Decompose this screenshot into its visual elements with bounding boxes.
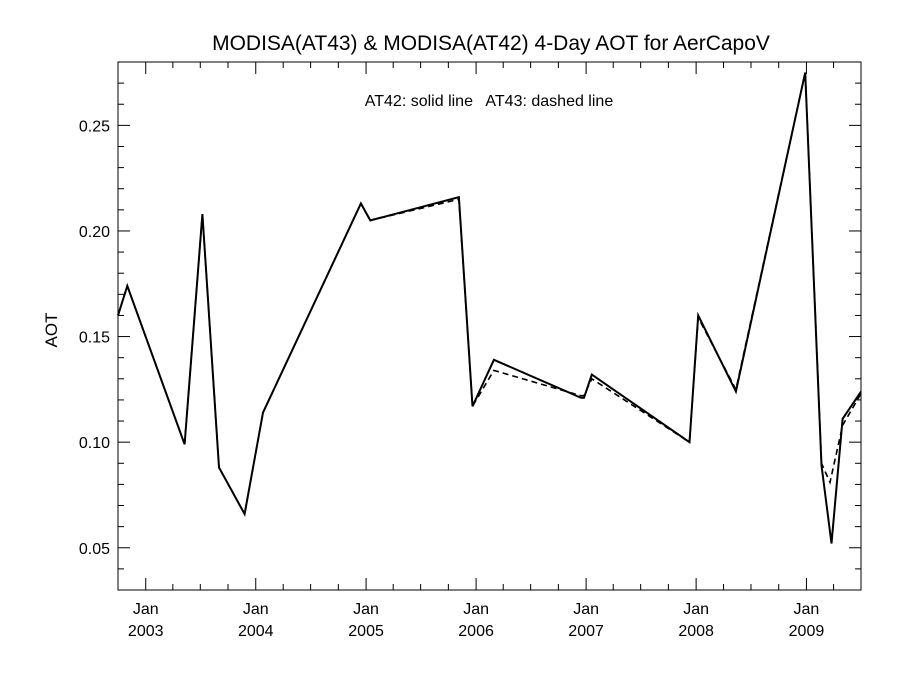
x-tick-year-label: 2004: [238, 623, 274, 640]
x-tick-month-label: Jan: [133, 601, 159, 618]
y-tick-label: 0.05: [79, 541, 110, 558]
x-tick-year-label: 2007: [568, 623, 604, 640]
x-tick-year-label: 2005: [348, 623, 384, 640]
x-tick-year-label: 2006: [458, 623, 494, 640]
x-tick-month-label: Jan: [463, 601, 489, 618]
x-tick-year-label: 2009: [789, 623, 825, 640]
y-tick-label: 0.10: [79, 435, 110, 452]
x-tick-month-label: Jan: [573, 601, 599, 618]
y-axis-label: AOT: [42, 313, 61, 348]
x-tick-month-label: Jan: [353, 601, 379, 618]
chart-title: MODISA(AT43) & MODISA(AT42) 4-Day AOT fo…: [212, 32, 770, 55]
axis-ticks: 0.05 0.10 0.15 0.20 0.25 Jan 2003 Jan 2004 Jan 200…: [79, 61, 862, 640]
x-tick-month-label: Jan: [794, 601, 820, 618]
series-line-at43: [117, 72, 862, 517]
x-tick-month-label: Jan: [243, 601, 269, 618]
plot-frame: [117, 61, 862, 591]
x-tick-year-label: 2008: [678, 623, 714, 640]
series-annotation: AT42: solid line AT43: dashed line: [365, 93, 614, 110]
y-tick-label: 0.15: [79, 330, 110, 347]
x-tick-year-label: 2003: [128, 623, 164, 640]
y-tick-label: 0.20: [79, 224, 110, 241]
series-lines: [117, 72, 862, 544]
x-tick-month-label: Jan: [683, 601, 709, 618]
y-tick-label: 0.25: [79, 118, 110, 135]
